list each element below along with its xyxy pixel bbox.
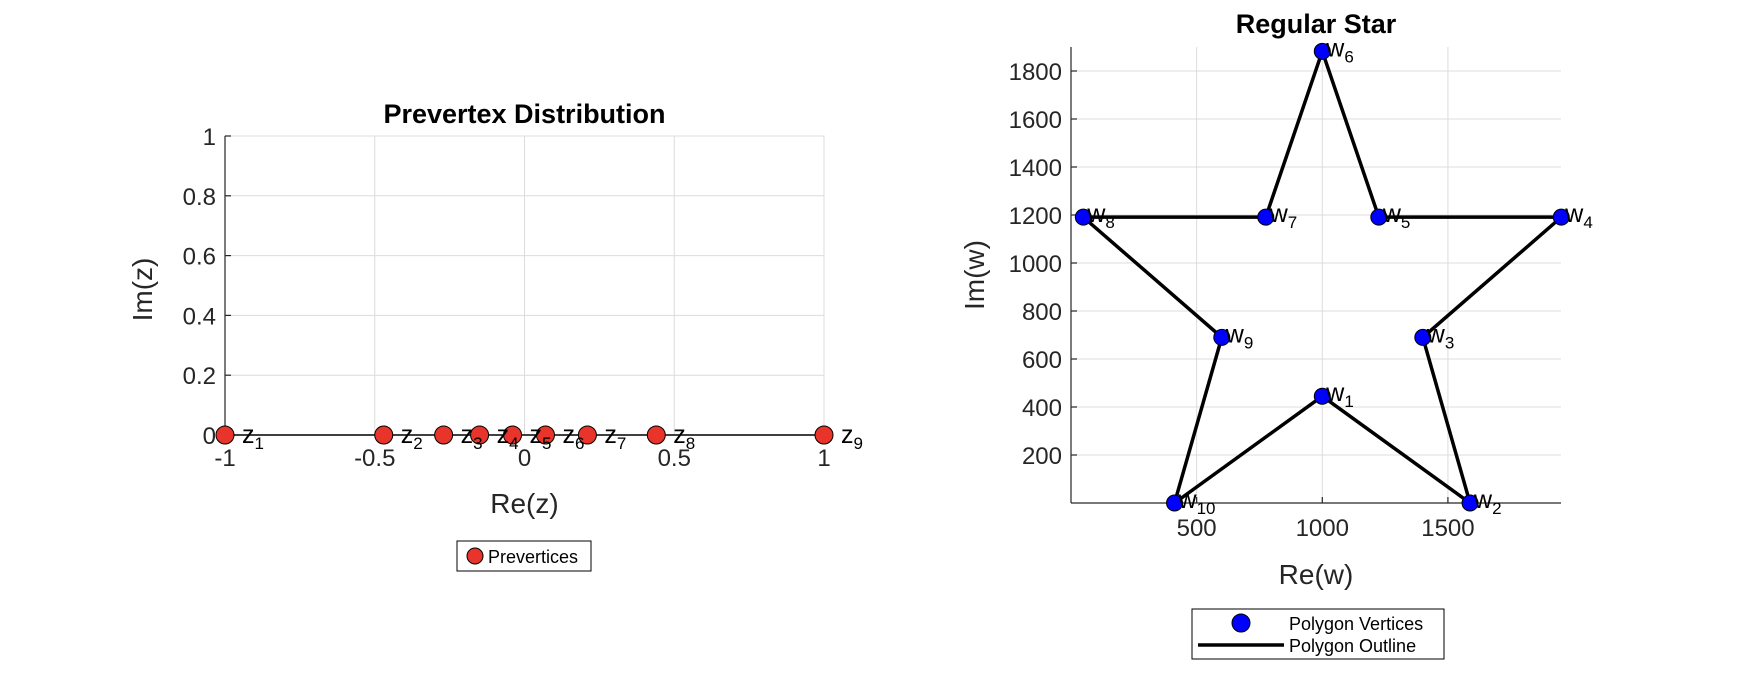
star-x-tick-label: 500 xyxy=(1177,515,1217,542)
star-vertex-point xyxy=(1461,494,1479,512)
star-chart-title: Regular Star xyxy=(1236,9,1397,39)
star-axes xyxy=(1070,47,1561,504)
prevertex-axes xyxy=(224,135,231,436)
prevertex-chart-title: Prevertex Distribution xyxy=(383,99,665,129)
star-x-tick-label: 1000 xyxy=(1296,515,1349,542)
prevertex-chart: -1 -0.5 0 0.5 100.20.40.60.81 z1 z2 z3 z4 z5 z6 z7… xyxy=(127,99,863,572)
prevertex-y-tick-label: 0.8 xyxy=(183,184,216,211)
star-vertex-point xyxy=(1313,42,1331,60)
star-vertex-point xyxy=(1213,328,1231,346)
star-grid xyxy=(1071,47,1561,503)
star-vertex-point xyxy=(1552,208,1570,226)
prevertex-point-label: z7 xyxy=(604,421,626,453)
prevertex-legend: Prevertices xyxy=(456,540,592,572)
star-vertex-label: w3 xyxy=(1426,320,1455,352)
prevertex-grid xyxy=(224,135,825,436)
prevertex-point xyxy=(215,425,235,445)
prevertex-y-axis-label: Im(z) xyxy=(127,258,158,322)
star-vertices xyxy=(1074,42,1570,512)
prevertex-x-tick-label: -0.5 xyxy=(354,445,395,472)
star-legend-outline-label: Polygon Outline xyxy=(1289,636,1416,656)
star-vertex-point xyxy=(1414,328,1432,346)
star-y-tick-label: 200 xyxy=(1022,443,1062,470)
star-y-tick-label: 1200 xyxy=(1009,203,1062,230)
star-vertex-label: w4 xyxy=(1564,200,1593,232)
prevertex-point-label: z6 xyxy=(562,421,584,453)
prevertex-y-tick-label: 0 xyxy=(203,423,216,450)
prevertex-point-label: z4 xyxy=(497,421,519,453)
star-vertex-label: w5 xyxy=(1382,200,1411,232)
prevertex-x-tick-label: 0.5 xyxy=(658,445,691,472)
star-tick-labels: 500 1000 1500 200 400 600 800 1000 1200 1400 1600 1… xyxy=(1009,59,1475,542)
star-y-tick-label: 1600 xyxy=(1009,107,1062,134)
prevertex-x-tick-label: -1 xyxy=(214,445,235,472)
star-legend: Polygon Vertices Polygon Outline xyxy=(1191,608,1445,660)
star-legend-vertex-marker xyxy=(1231,613,1251,633)
star-legend-vertices-label: Polygon Vertices xyxy=(1289,614,1423,634)
star-vertex-label: w10 xyxy=(1178,486,1216,518)
prevertex-point xyxy=(503,425,523,445)
prevertex-y-tick-label: 0.4 xyxy=(183,303,216,330)
star-vertex-point xyxy=(1074,208,1092,226)
star-x-tick-label: 1500 xyxy=(1421,515,1474,542)
prevertex-point-label: z5 xyxy=(530,421,552,453)
star-vertex-point xyxy=(1370,208,1388,226)
prevertex-legend-label: Prevertices xyxy=(488,547,578,567)
prevertex-x-axis-label: Re(z) xyxy=(490,488,558,519)
star-vertex-label: w2 xyxy=(1473,486,1502,518)
prevertex-point xyxy=(814,425,834,445)
star-x-axis-label: Re(w) xyxy=(1279,559,1354,590)
prevertex-point xyxy=(374,425,394,445)
prevertex-y-tick-label: 0.6 xyxy=(183,244,216,271)
prevertex-point-label: z8 xyxy=(673,421,695,453)
star-vertex-point xyxy=(1257,208,1275,226)
star-vertex-label: w1 xyxy=(1325,379,1354,411)
prevertex-point xyxy=(434,425,454,445)
star-y-axis-label: Im(w) xyxy=(959,240,990,310)
star-y-tick-label: 1400 xyxy=(1009,155,1062,182)
star-chart: 500 1000 1500 200 400 600 800 1000 1200 1400 1600 1… xyxy=(959,9,1593,660)
prevertex-points xyxy=(215,425,834,445)
star-vertex-point xyxy=(1313,387,1331,405)
prevertex-point xyxy=(577,425,597,445)
star-vertex-point xyxy=(1166,494,1184,512)
prevertex-point-label: z2 xyxy=(401,421,423,453)
prevertex-point xyxy=(646,425,666,445)
star-y-tick-label: 800 xyxy=(1022,299,1062,326)
prevertex-point xyxy=(470,425,490,445)
prevertex-tick-labels: -1 -0.5 0 0.5 1 0 0.2 0.4 0.6 0.8 1 xyxy=(183,124,831,472)
star-y-tick-label: 1800 xyxy=(1009,59,1062,86)
star-vertex-label: w8 xyxy=(1086,200,1115,232)
star-y-tick-label: 400 xyxy=(1022,395,1062,422)
prevertex-x-tick-label: 1 xyxy=(817,445,830,472)
prevertex-y-tick-label: 1 xyxy=(203,124,216,151)
prevertex-x-tick-label: 0 xyxy=(518,445,531,472)
star-y-tick-label: 600 xyxy=(1022,347,1062,374)
star-vertex-label: w7 xyxy=(1269,200,1298,232)
star-vertex-label: w9 xyxy=(1225,320,1254,352)
prevertex-point-label: z9 xyxy=(841,421,863,453)
prevertex-point xyxy=(535,425,555,445)
prevertex-y-tick-label: 0.2 xyxy=(183,363,216,390)
star-vertex-label: w6 xyxy=(1325,34,1354,66)
prevertex-legend-marker xyxy=(466,547,484,565)
prevertex-point-label: z1 xyxy=(242,421,264,453)
star-y-tick-label: 1000 xyxy=(1009,251,1062,278)
